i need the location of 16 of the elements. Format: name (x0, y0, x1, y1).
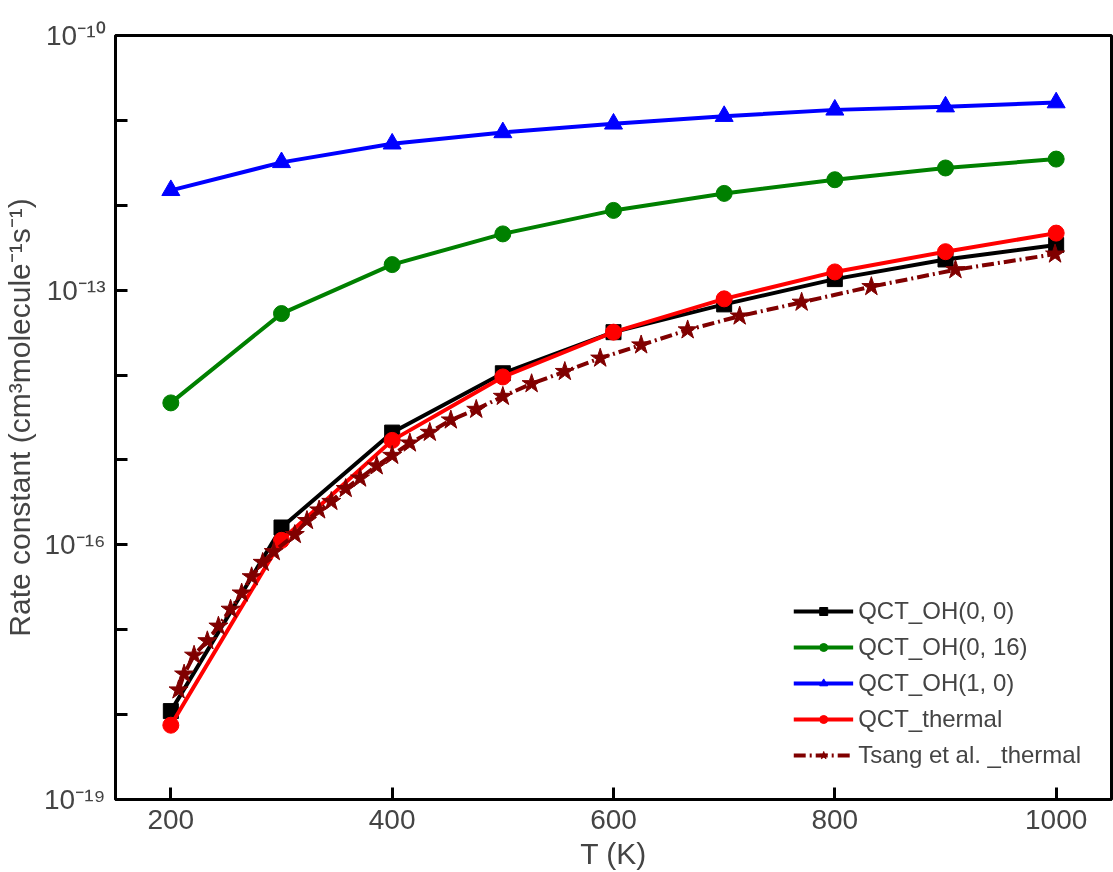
y-tick-label: 10⁻¹³ (46, 274, 106, 306)
y-tick-label: 10⁻¹⁰ (46, 20, 106, 51)
legend-label: Tsang et al. _thermal (858, 741, 1081, 769)
legend-label: QCT_thermal (858, 705, 1003, 733)
y-tick-label: 10⁻¹⁹ (44, 784, 106, 815)
legend-label: QCT_OH(0, 0) (858, 597, 1015, 625)
legend-label: QCT_OH(0, 16) (858, 633, 1028, 661)
x-tick-label: 400 (368, 803, 416, 835)
y-tick-label: 10⁻¹⁶ (44, 529, 106, 561)
x-tick-label: 600 (590, 803, 637, 835)
legend-label: QCT_OH(1, 0) (858, 669, 1015, 697)
x-tick-label: 1000 (1025, 803, 1088, 835)
y-axis-title: Rate constant (cm³molecule⁻¹s⁻¹) (3, 198, 37, 637)
x-tick-label: 200 (147, 803, 195, 835)
x-tick-label: 800 (811, 803, 859, 835)
x-axis-title: T (K) (580, 836, 647, 870)
